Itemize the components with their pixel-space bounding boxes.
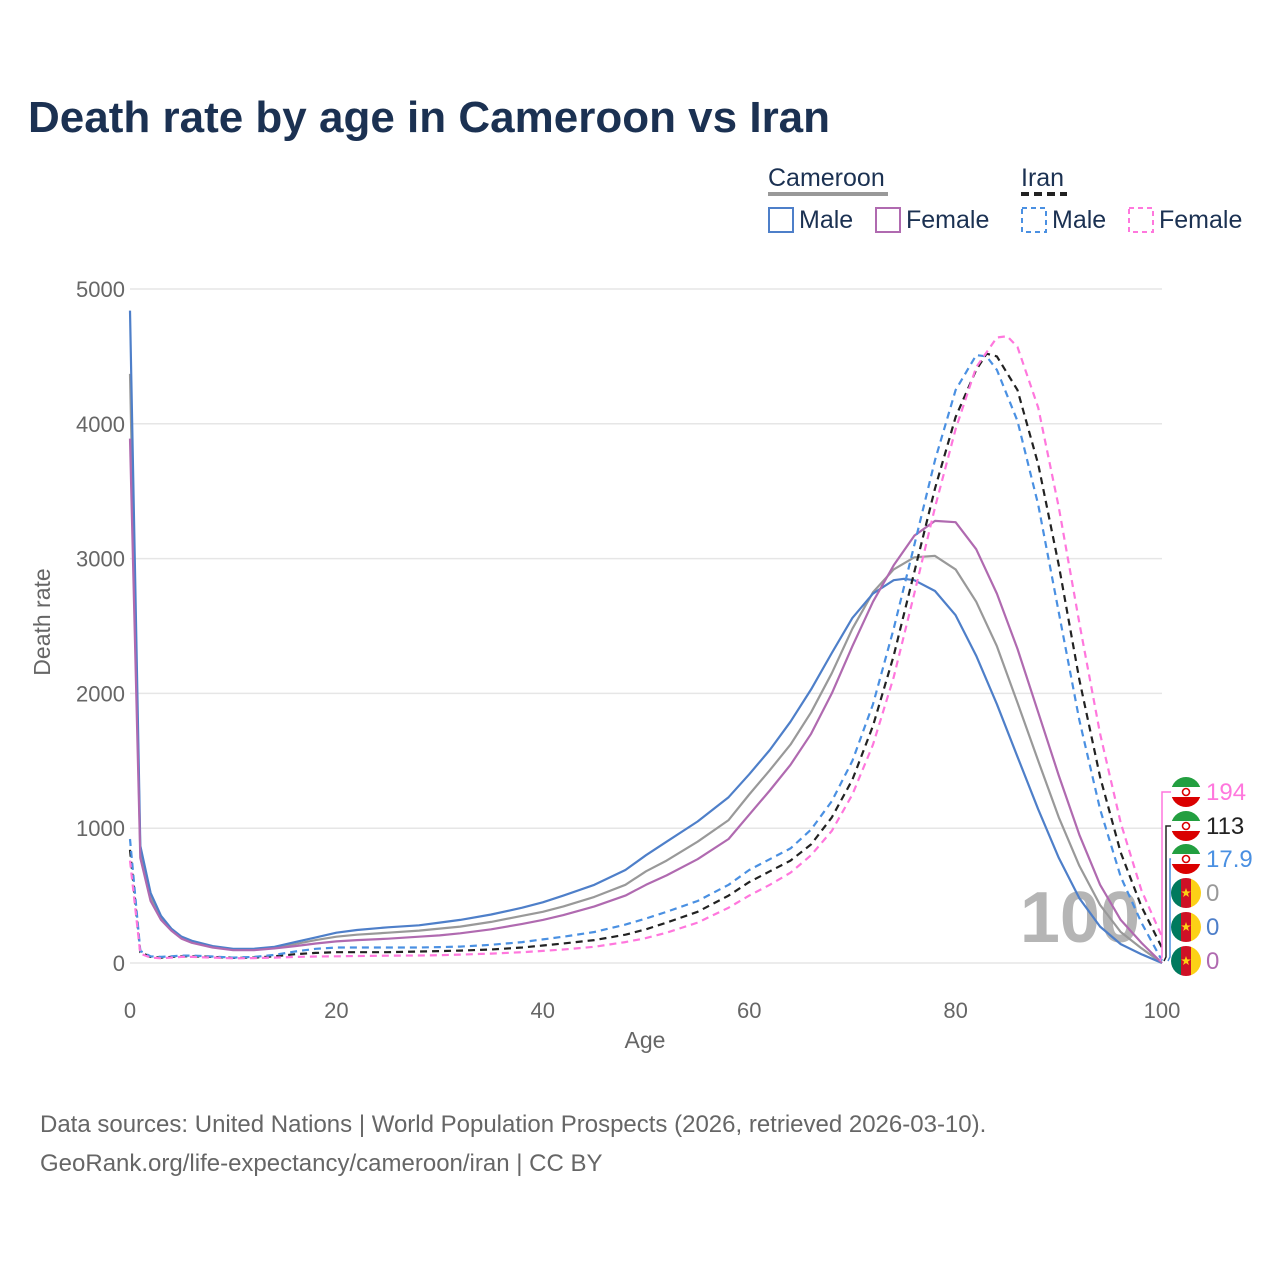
legend-swatch-cameroon-male [768, 207, 794, 233]
end-label-value: 17.9 [1206, 846, 1253, 873]
x-tick-label: 40 [531, 998, 555, 1023]
y-axis-label: Death rate [29, 568, 55, 675]
x-tick-label: 20 [324, 998, 348, 1023]
end-label-value: 194 [1206, 779, 1246, 806]
legend-group-iran: Iran [1021, 164, 1064, 192]
series-line-iran-total [128, 352, 1163, 959]
series-line-iran-female [128, 335, 1164, 960]
gridlines [130, 288, 1162, 964]
year-watermark: 100 [1020, 878, 1140, 958]
x-tick-label: 60 [737, 998, 761, 1023]
legend-label-cameroon-male: Male [799, 206, 853, 234]
y-tick-label: 3000 [76, 547, 125, 572]
flag-cameroon-icon [1171, 946, 1201, 976]
end-label-value: 0 [1206, 914, 1219, 941]
legend-label-iran-female: Female [1159, 206, 1242, 234]
flag-cameroon-icon [1171, 912, 1201, 942]
chart-title: Death rate by age in Cameroon vs Iran [28, 93, 830, 142]
legend-swatch-iran-female [1128, 207, 1154, 233]
y-tick-label: 4000 [76, 412, 125, 437]
series-line-cameroon-male [128, 310, 1163, 965]
x-axis-label: Age [625, 1027, 666, 1053]
source-line-1: Data sources: United Nations | World Pop… [40, 1111, 986, 1138]
end-label-connector [1163, 825, 1172, 962]
y-tick-label: 0 [113, 951, 125, 976]
series-line-iran-male [128, 354, 1163, 962]
end-labels: 194 113 17.9 0 0 0 [1159, 777, 1253, 976]
legend-swatch-iran-male [1021, 207, 1047, 233]
y-tick-label: 1000 [76, 816, 125, 841]
legend-swatch-cameroon-female [875, 207, 901, 233]
end-label-value: 0 [1206, 880, 1219, 907]
x-tick-label: 0 [124, 998, 136, 1023]
end-label-connector [1167, 858, 1172, 962]
flag-cameroon-icon [1171, 878, 1201, 908]
x-axis-ticks: 0 20 40 60 80 100 [124, 998, 1180, 1023]
flag-iran-icon [1171, 777, 1201, 807]
x-tick-label: 80 [943, 998, 967, 1023]
y-tick-label: 2000 [76, 681, 125, 706]
end-label-value: 113 [1206, 813, 1244, 840]
flag-iran-icon [1171, 844, 1201, 874]
legend-label-cameroon-female: Female [906, 206, 989, 234]
x-tick-label: 100 [1144, 998, 1181, 1023]
series-lines [128, 310, 1164, 965]
legend-label-iran-male: Male [1052, 206, 1106, 234]
end-label-connector [1159, 791, 1172, 962]
y-tick-label: 5000 [76, 277, 125, 302]
end-label-value: 0 [1206, 948, 1219, 975]
legend: Cameroon Male Female Iran Male Female [768, 164, 1242, 234]
series-line-cameroon-female [128, 438, 1163, 964]
legend-group-cameroon: Cameroon [768, 164, 885, 192]
source-line-2: GeoRank.org/life-expectancy/cameroon/ira… [40, 1150, 603, 1177]
flag-iran-icon [1171, 811, 1201, 841]
y-axis-ticks: 0 1000 2000 3000 4000 5000 [76, 277, 125, 976]
series-line-cameroon-total [128, 373, 1163, 964]
